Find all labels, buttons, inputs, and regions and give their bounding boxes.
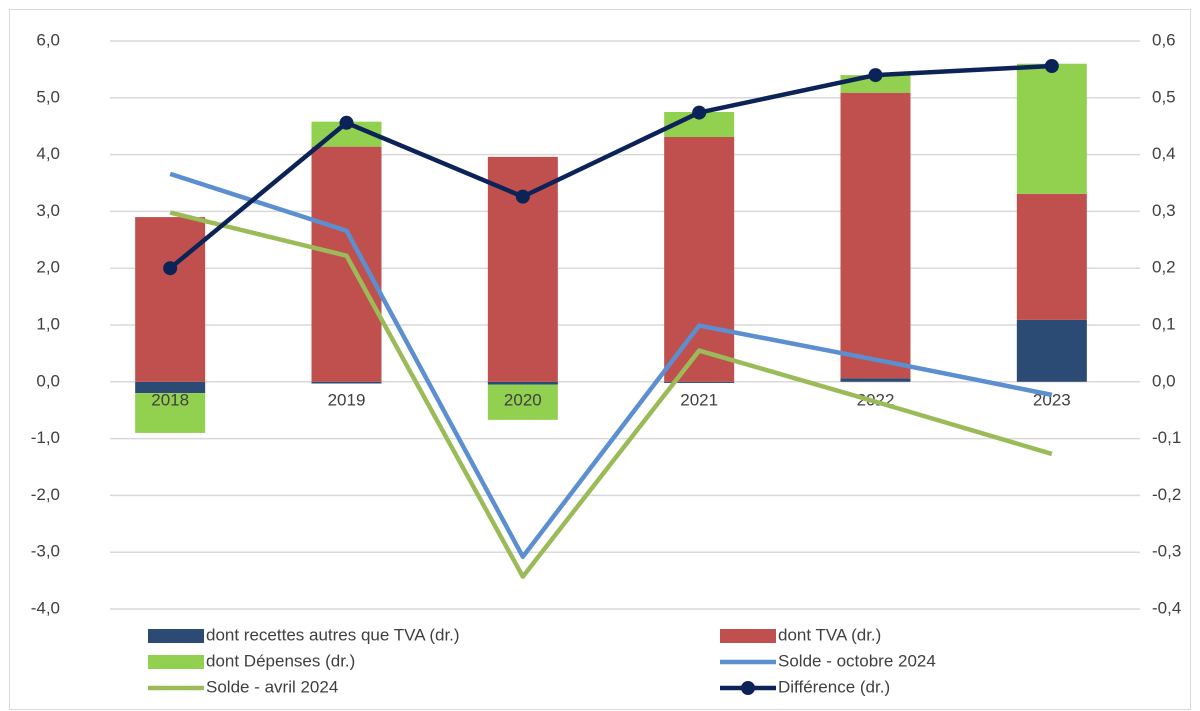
bar [311,146,382,382]
y-tick-label: 1,0 [36,314,60,333]
y2-tick-label: 0,4 [1152,144,1176,163]
bar [135,381,206,394]
chart-frame [9,9,1191,710]
y-tick-label: 6,0 [36,30,60,49]
y2-tick-label: 0,3 [1152,201,1176,220]
legend-label: Différence (dr.) [778,677,890,696]
bar [311,381,382,384]
bar [1016,193,1087,320]
marker [1044,58,1059,73]
x-tick-label: 2019 [328,390,366,409]
bar [840,378,911,382]
y2-tick-label: -0,1 [1152,428,1181,447]
marker [515,189,530,204]
legend-marker [741,681,755,695]
y-tick-label: -4,0 [31,598,60,617]
y-tick-label: 5,0 [36,87,60,106]
y2-tick-label: 0,1 [1152,314,1176,333]
bar [135,217,206,382]
legend-swatch [148,655,204,669]
y2-tick-label: 0,5 [1152,87,1176,106]
y-tick-label: -2,0 [31,485,60,504]
y2-tick-label: -0,3 [1152,542,1181,561]
x-tick-label: 2020 [504,390,542,409]
y-tick-label: -3,0 [31,542,60,561]
bar [664,136,735,382]
y-tick-label: -1,0 [31,428,60,447]
bar [1016,63,1087,194]
line [169,210,1053,579]
y2-tick-label: 0,0 [1152,371,1176,390]
x-tick-label: 2018 [151,390,189,409]
y2-tick-label: -0,4 [1152,598,1181,617]
y-tick-label: 3,0 [36,201,60,220]
line [169,171,1053,559]
y-tick-label: 2,0 [36,258,60,277]
bar [135,393,206,433]
y-tick-label: 4,0 [36,144,60,163]
y2-tick-label: 0,2 [1152,258,1176,277]
y2-tick-label: 0,6 [1152,30,1176,49]
x-tick-label: 2021 [680,390,718,409]
bar [1016,319,1087,382]
legend-label: Solde - octobre 2024 [778,651,936,670]
y-tick-label: 0,0 [36,371,60,390]
legend-label: dont Dépenses (dr.) [206,651,355,670]
bar [840,92,911,379]
marker [692,105,707,120]
legend-swatch [148,629,204,643]
legend-swatch [720,629,776,643]
bar [664,381,735,383]
bar [487,384,558,420]
legend-label: Solde - avril 2024 [206,677,338,696]
y2-tick-label: -0,2 [1152,485,1181,504]
bar [487,381,558,385]
legend-label: dont recettes autres que TVA (dr.) [206,625,460,644]
line [168,63,1052,270]
marker [339,115,354,130]
legend-label: dont TVA (dr.) [778,625,881,644]
marker [868,68,883,83]
marker [163,261,178,276]
